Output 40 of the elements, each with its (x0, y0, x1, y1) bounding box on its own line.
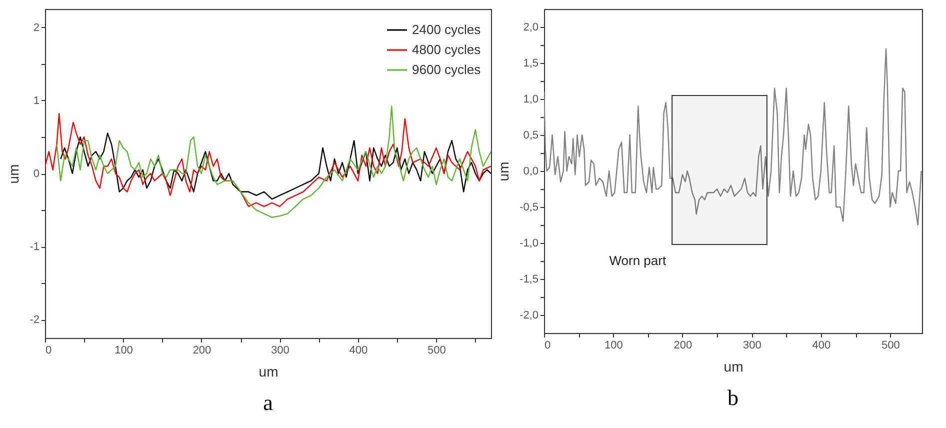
y-tick-label: -0,5 (520, 202, 538, 214)
x-tick-label: 500 (428, 344, 446, 356)
y-tick-label: 0,5 (523, 130, 538, 142)
y-tick-label: -2 (30, 314, 40, 326)
y-tick-label: 0,0 (523, 166, 538, 178)
x-tick-label: 0 (46, 344, 52, 356)
x-axis-title: um (724, 358, 744, 374)
x-tick-label: 400 (349, 344, 368, 356)
x-tick-label: 200 (192, 344, 212, 356)
x-tick-label: 300 (271, 344, 290, 356)
text: a (263, 390, 274, 415)
y-axis-title: um (6, 164, 22, 184)
x-tick-label: 200 (674, 340, 692, 352)
x-tick-label: 500 (881, 340, 900, 352)
text: b (728, 385, 738, 410)
line-series (45, 112, 491, 207)
y-tick-label: 1 (33, 94, 40, 107)
x-tick-label: 0 (544, 340, 551, 352)
legend-label: 9600 cycles (412, 62, 482, 77)
y-tick-label: 1,5 (523, 58, 538, 70)
y-tick-label: -2,0 (520, 310, 538, 322)
band-label: Worn part (609, 253, 666, 268)
x-axis-title: um (258, 364, 278, 380)
x-tick-label: 100 (114, 344, 133, 356)
y-tick-label: 2,0 (523, 22, 538, 34)
line-series (544, 48, 922, 226)
y-axis-title: um (496, 162, 512, 182)
y-tick-label: -1,0 (520, 238, 538, 250)
y-tick-label: -1,5 (520, 274, 538, 286)
y-tick-label: 1,0 (523, 94, 538, 106)
y-tick-label: -1 (30, 241, 40, 254)
legend-label: 2400 cycles (412, 22, 482, 37)
x-tick-label: 400 (812, 340, 831, 352)
y-tick-label: 0 (33, 168, 40, 180)
line-series (60, 132, 491, 200)
legend-label: 4800 cycles (412, 42, 482, 57)
x-tick-label: 100 (604, 340, 623, 352)
y-tick-label: 2 (33, 22, 40, 34)
line-series (56, 106, 491, 218)
x-tick-label: 300 (743, 340, 762, 352)
